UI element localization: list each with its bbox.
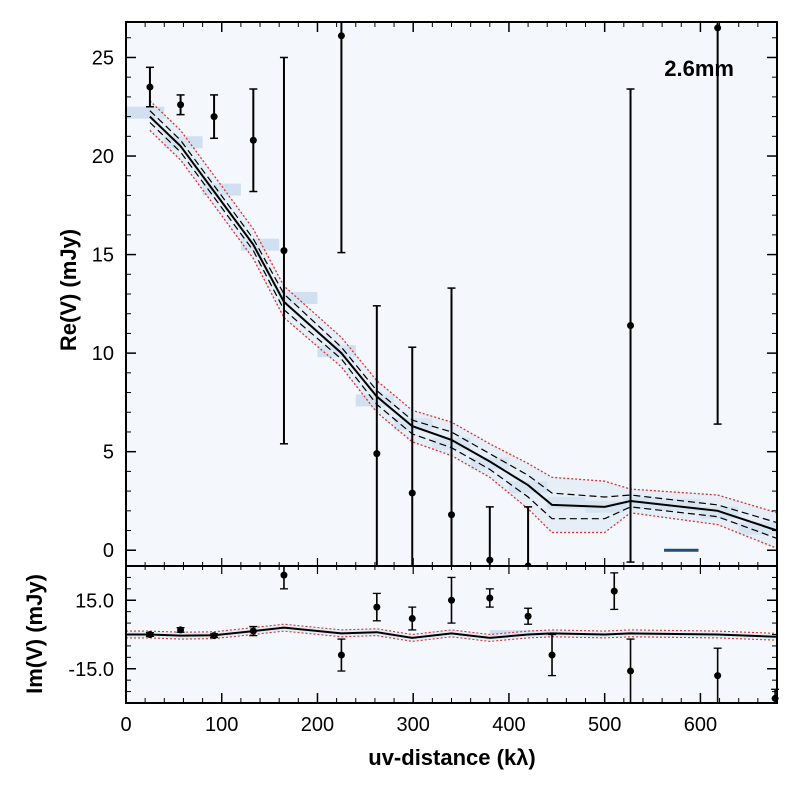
real-data-point-4 [280,247,288,255]
real-data-point-3 [249,136,257,144]
real-model-inner-upper [149,110,778,524]
imaginary-data-point-12 [610,587,618,595]
real-model-band [149,100,777,549]
x-tick-label-5: 500 [588,714,621,736]
imaginary-data-point-10 [524,612,532,620]
real-part-panel: 0 5 10 15 20 25 2.6mm Re(V) (mJy) [56,21,778,570]
real-data-point-12 [714,24,722,32]
x-tick-label-2: 200 [301,714,334,736]
imaginary-part-panel: 15.0 -15.0 Im(V) (mJy) [22,565,780,704]
imaginary-data-point-5 [337,651,345,659]
real-model-outer-lower [149,129,778,549]
real-y-tick-label-4: 20 [92,146,114,168]
real-data-point-5 [337,32,345,40]
imaginary-y-tick-label-1: -15.0 [68,659,114,681]
real-y-axis-title: Re(V) (mJy) [56,229,81,351]
real-model-curves [149,100,778,549]
imaginary-data-point-6 [373,603,381,611]
real-observed-points [145,22,722,570]
real-y-tick-label-3: 15 [92,245,114,267]
imaginary-data-point-4 [280,571,288,579]
imaginary-data-point-14 [714,672,722,680]
real-y-tick-label-0: 0 [103,540,114,562]
imaginary-data-point-11 [548,651,556,659]
x-tick-label-0: 0 [120,714,131,736]
x-tick-label-1: 100 [205,714,238,736]
x-tick-label-4: 400 [492,714,525,736]
imaginary-model-outer-lower [126,630,778,642]
imaginary-y-axis-ticks: 15.0 -15.0 [68,576,777,693]
imaginary-model-mean-line [126,626,778,639]
real-model-mean-line [149,115,778,532]
imaginary-model-outer-upper [126,623,778,636]
imaginary-data-point-0 [146,631,154,638]
real-data-point-2 [210,113,218,121]
real-data-point-0 [146,83,154,91]
imaginary-data-point-7 [408,615,416,623]
real-data-point-11 [627,322,635,330]
imaginary-data-point-3 [249,627,257,635]
real-y-tick-label-2: 10 [92,343,114,365]
imaginary-data-point-13 [627,667,635,675]
imaginary-y-tick-label-0: 15.0 [75,590,114,612]
imaginary-data-point-8 [448,596,455,604]
imaginary-model-curves [126,623,778,642]
real-model-inner-lower [149,122,778,539]
real-y-tick-label-5: 25 [92,47,114,69]
x-tick-label-3: 300 [397,714,430,736]
wavelength-annotation: 2.6mm [664,56,734,81]
real-data-point-8 [448,511,455,519]
imaginary-data-point-9 [486,594,494,602]
x-axis-title: uv-distance (kλ) [368,745,536,770]
real-data-point-1 [177,101,185,109]
imaginary-data-point-1 [177,626,185,634]
imaginary-observed-points [145,566,780,704]
x-axis: 0 100 200 300 400 500 600 [120,22,759,736]
real-y-tick-label-1: 5 [103,442,114,464]
imaginary-y-axis-title: Im(V) (mJy) [22,574,47,694]
real-data-point-6 [373,450,381,458]
real-y-axis-ticks: 0 5 10 15 20 25 [92,37,777,562]
real-model-outer-upper [149,100,778,514]
imaginary-data-point-2 [210,632,218,640]
x-tick-label-6: 600 [684,714,717,736]
real-data-point-9 [486,556,494,564]
real-data-point-7 [408,489,416,497]
